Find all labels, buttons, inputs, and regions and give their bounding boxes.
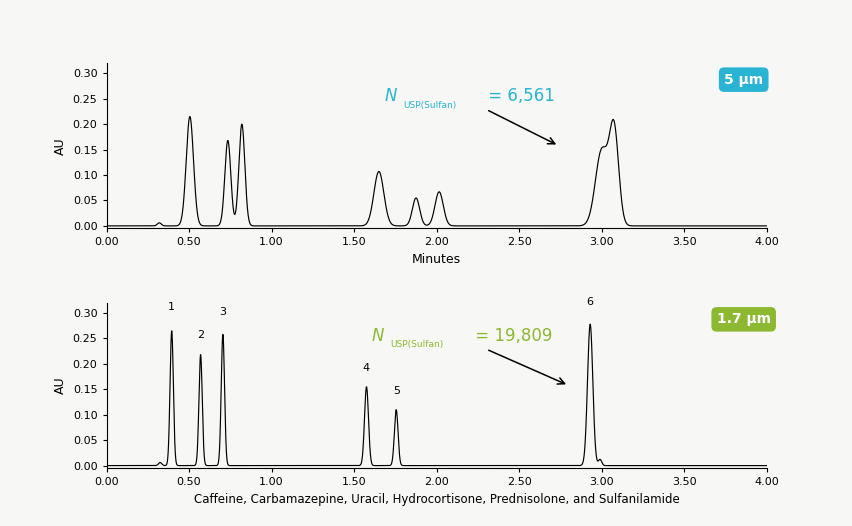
- Text: 1: 1: [168, 302, 176, 312]
- Text: 3: 3: [219, 307, 227, 317]
- Text: 4: 4: [363, 363, 370, 373]
- Text: USP(Sulfan): USP(Sulfan): [390, 340, 444, 349]
- Text: 1.7 μm: 1.7 μm: [717, 312, 771, 326]
- Y-axis label: AU: AU: [55, 377, 67, 394]
- Text: $N$: $N$: [383, 87, 398, 105]
- Text: = 19,809: = 19,809: [469, 327, 552, 345]
- Text: 6: 6: [587, 297, 594, 307]
- Text: 2: 2: [197, 330, 204, 340]
- X-axis label: Caffeine, Carbamazepine, Uracil, Hydrocortisone, Prednisolone, and Sulfanilamide: Caffeine, Carbamazepine, Uracil, Hydroco…: [193, 493, 680, 505]
- Y-axis label: AU: AU: [55, 137, 67, 155]
- Text: 5: 5: [393, 386, 400, 396]
- Text: USP(Sulfan): USP(Sulfan): [404, 101, 457, 110]
- Text: = 6,561: = 6,561: [483, 87, 555, 105]
- Text: $N$: $N$: [371, 327, 384, 345]
- Text: 5 μm: 5 μm: [724, 73, 763, 87]
- X-axis label: Minutes: Minutes: [412, 253, 461, 266]
